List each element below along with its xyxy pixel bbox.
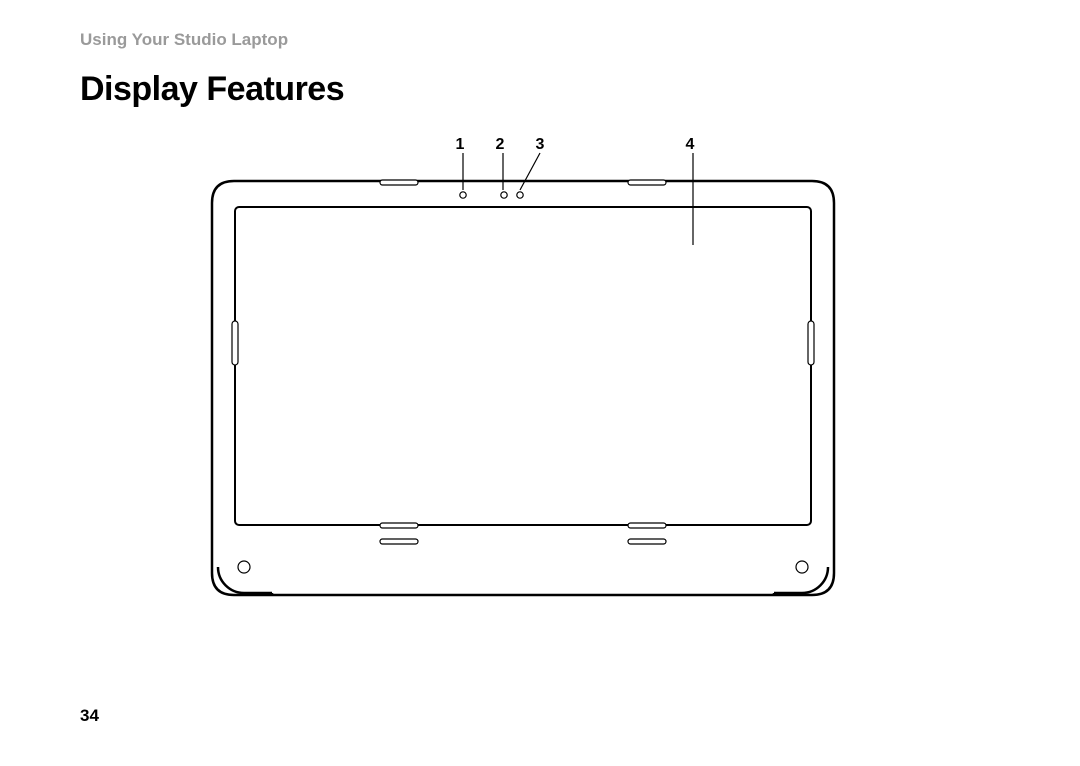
callout-label: 2 (496, 136, 505, 153)
laptop-display-svg: 1 2 3 4 (200, 135, 850, 605)
page-number: 34 (80, 706, 99, 726)
section-header: Using Your Studio Laptop (80, 30, 288, 50)
page-title: Display Features (80, 70, 344, 109)
callout-label: 4 (686, 136, 695, 153)
bumper-side (232, 321, 238, 365)
bumper-bottom (380, 523, 418, 528)
bumper-top (628, 180, 666, 185)
bezel-outer (212, 181, 834, 595)
callout-label: 1 (456, 136, 465, 153)
display-diagram: 1 2 3 4 (200, 135, 850, 605)
bumper-side (808, 321, 814, 365)
bumper-bottom (628, 539, 666, 544)
document-page: Using Your Studio Laptop Display Feature… (0, 0, 1080, 766)
bumper-bottom (380, 539, 418, 544)
bumper-bottom (628, 523, 666, 528)
callout-label: 3 (536, 136, 545, 153)
bumper-top (380, 180, 418, 185)
